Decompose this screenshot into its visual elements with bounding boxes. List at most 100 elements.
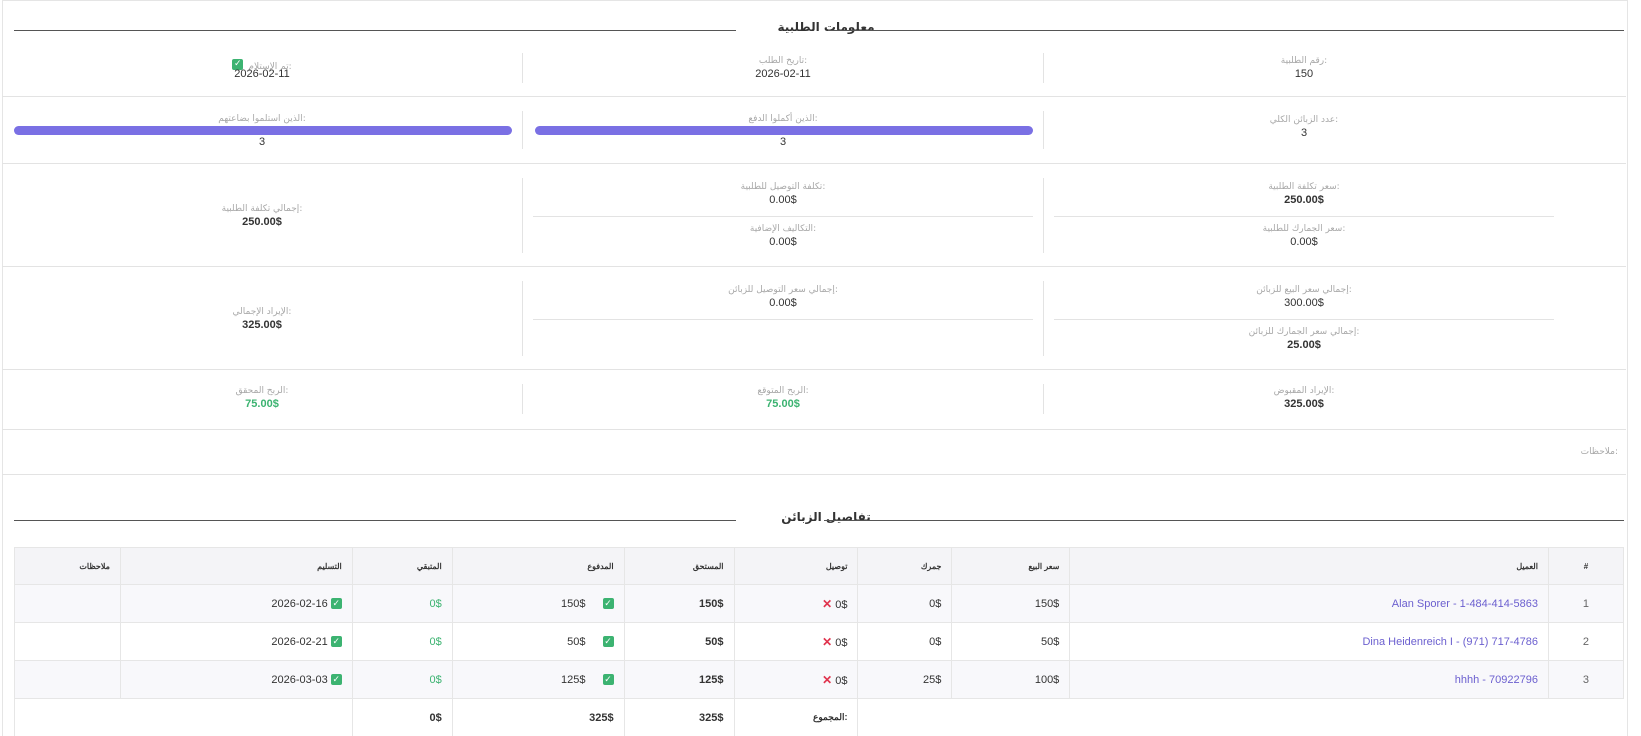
order-basic-row: ✓ تم الإستلام: 2026-02-11 تاريخ الطلب: 2… [2,45,1626,97]
additional-costs: 0.00$ [769,236,797,248]
total-order-cost-label: إجمالي تكلفة الطلبية: [221,204,303,214]
col-header-due: المستحق [623,547,735,585]
col-header-delivery: توصيل [733,547,859,585]
total-customer-sale: 300.00$ [1284,297,1324,309]
row-due: 125$ [623,660,735,699]
row-customs: 25$ [857,660,953,699]
total-due: 325$ [623,698,735,736]
totals-row: 0$ 325$ 325$ المجموع: [14,698,1624,736]
col-header-customer: العميل [1069,547,1549,585]
row-due: 50$ [623,622,735,661]
row-paid: 50$ ✓ [451,622,625,661]
row-sale-price: 100$ [951,660,1071,699]
row-due: 150$ [623,584,735,623]
total-paid: 325$ [451,698,625,736]
customer-link[interactable]: Alan Sporer - 1-484-414-5863 [1069,584,1549,623]
additional-costs-label: التكاليف الإضافية: [749,224,817,234]
achieved-profit-label: الربح المحقق: [235,386,289,396]
customers-table: ملاحظات التسليم المتبقي المدفوع المستحق … [14,547,1625,736]
check-icon: ✓ [602,598,614,610]
customers-heading: تفاصيل الزبائن [14,510,1624,530]
check-icon: ✓ [602,674,614,686]
order-delivery-cost: 0.00$ [769,194,797,206]
row-remaining: 0$ [351,660,453,699]
order-delivery-cost-label: تكلفة التوصيل للطلبية: [740,182,826,192]
check-icon: ✓ [232,59,244,70]
order-customs-price-label: سعر الجمارك للطلبية: [1262,224,1346,234]
row-paid: 150$ ✓ [451,584,625,623]
cross-icon: ✕ [822,672,833,687]
row-remaining: 0$ [351,584,453,623]
row-delivery-date: 2026-02-21 ✓ [119,622,353,661]
customer-link[interactable]: Dina Heidenreich I - (971) 717-4786 [1069,622,1549,661]
revenue-row: الإيراد الإجمالي: 325.00$ إجمالي سعر الت… [2,267,1626,370]
row-notes [14,660,121,699]
total-customer-delivery-label: إجمالي سعر التوصيل للزبائن: [728,285,838,295]
row-sale-price: 150$ [951,584,1071,623]
notes-row: ملاحظات: [2,430,1626,475]
order-date: 2026-02-11 [755,68,811,80]
col-header-delivery-date: التسليم [119,547,353,585]
row-delivery: ✕ 0$ [733,584,859,623]
order-cost-price-label: سعر تكلفة الطلبية: [1268,182,1340,192]
total-customers: 3 [1300,127,1308,139]
totals-empty [14,698,353,736]
total-remaining: 0$ [351,698,453,736]
row-notes [14,584,121,623]
collected-revenue-label: الإيراد المقبوض: [1273,386,1335,396]
notes-label: ملاحظات: [1580,447,1618,457]
received-goods-label: الذين استلموا بضاعتهم: [218,114,306,124]
order-number-label: رقم الطلبية: [1280,56,1328,66]
check-icon: ✓ [602,636,614,648]
received-date: 2026-02-11 [234,68,290,80]
table-row: 2026-03-03 ✓ 0$ 125$ ✓ 125$ ✕ 0$ 25$ 100… [14,660,1625,699]
completed-payment-progress-bar [535,126,1033,135]
row-delivery: ✕ 0$ [733,660,859,699]
total-revenue-label: الإيراد الإجمالي: [232,307,292,317]
check-icon: ✓ [330,636,342,648]
row-index: 2 [1547,622,1625,661]
total-order-cost: 250.00$ [242,216,282,228]
order-number: 150 [1294,68,1314,80]
customers-title: تفاصيل الزبائن [781,510,871,524]
totals-spacer [857,698,1624,736]
totals-label: المجموع: [733,698,859,736]
completed-payment-label: الذين أكملوا الدفع: [748,114,818,124]
costs-row: إجمالي تكلفة الطلبية: 250.00$ تكلفة التو… [2,164,1626,267]
expected-profit: 75.00$ [766,398,800,410]
received-goods-count: 3 [258,136,266,148]
check-icon: ✓ [330,598,342,610]
total-customer-sale-label: إجمالي سعر البيع للزبائن: [1256,285,1352,295]
total-revenue: 325.00$ [242,319,282,331]
cross-icon: ✕ [822,634,833,649]
order-info-title: معلومات الطلبية [777,20,875,34]
table-row: 2026-02-16 ✓ 0$ 150$ ✓ 150$ ✕ 0$ 0$ 150$… [14,584,1625,623]
col-header-customs: جمرك [857,547,953,585]
total-customers-label: عدد الزبائن الكلي: [1269,115,1339,125]
row-delivery-date: 2026-02-16 ✓ [119,584,353,623]
achieved-profit: 75.00$ [245,398,279,410]
order-info-heading: معلومات الطلبية [14,20,1624,40]
col-header-remaining: المتبقي [351,547,453,585]
row-index: 3 [1547,660,1625,699]
row-delivery-date: 2026-03-03 ✓ [119,660,353,699]
customer-link[interactable]: hhhh - 70922796 [1069,660,1549,699]
row-paid: 125$ ✓ [451,660,625,699]
cross-icon: ✕ [822,596,833,611]
expected-profit-label: الربح المتوقع: [757,386,809,396]
customers-progress-row: الذين استلموا بضاعتهم: 3 الذين أكملوا ال… [2,97,1626,164]
col-header-paid: المدفوع [451,547,625,585]
row-customs: 0$ [857,584,953,623]
row-sale-price: 50$ [951,622,1071,661]
col-header-notes: ملاحظات [14,547,121,585]
check-icon: ✓ [330,674,342,686]
row-delivery: ✕ 0$ [733,622,859,661]
table-header-row: ملاحظات التسليم المتبقي المدفوع المستحق … [14,547,1625,585]
row-remaining: 0$ [351,622,453,661]
completed-payment-count: 3 [779,136,787,148]
received-goods-progress-bar [14,126,512,135]
total-customer-customs: 25.00$ [1287,339,1321,351]
col-header-sale-price: سعر البيع [951,547,1071,585]
total-customer-customs-label: إجمالي سعر الجمارك للزبائن: [1248,327,1360,337]
table-row: 2026-02-21 ✓ 0$ 50$ ✓ 50$ ✕ 0$ 0$ 50$ Di… [14,622,1625,661]
